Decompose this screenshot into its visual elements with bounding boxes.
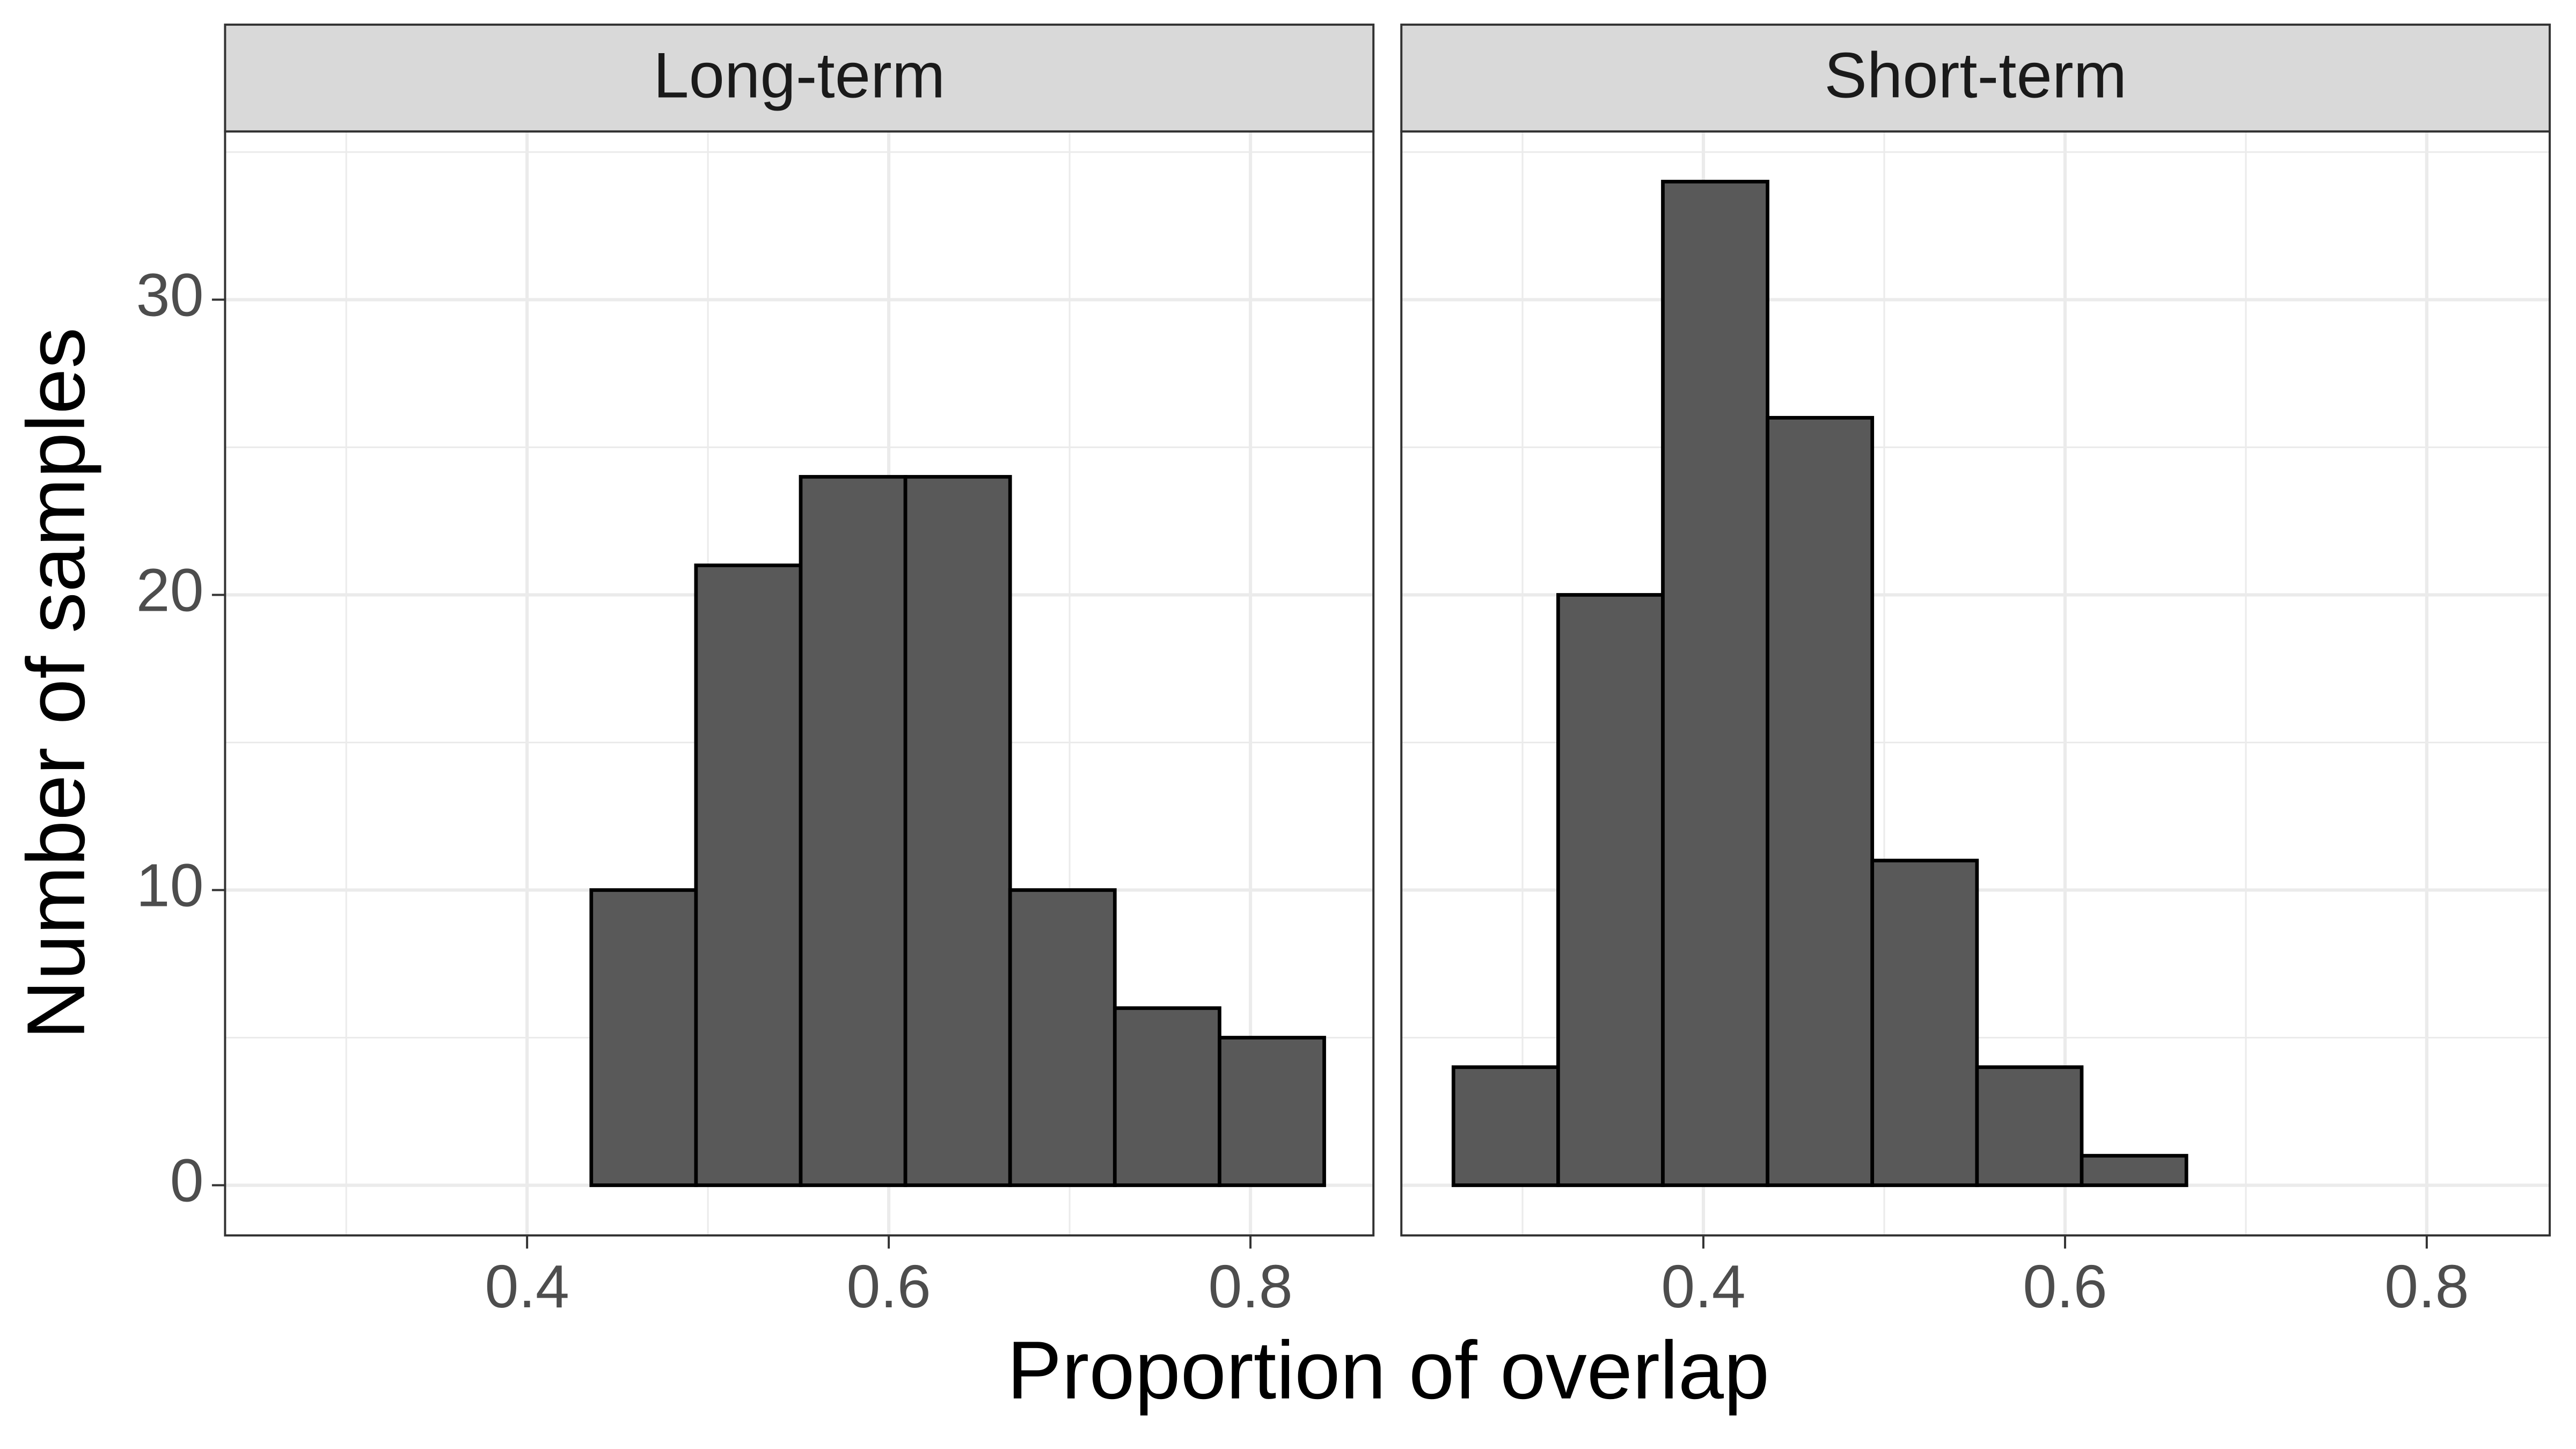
histogram-bar: [1870, 859, 1979, 1187]
facet-strip: [224, 23, 1375, 133]
histogram-bar: [694, 564, 803, 1187]
facet-title: Short-term: [1824, 40, 2127, 112]
x-axis-title: Proportion of overlap: [1007, 1324, 1769, 1416]
panel: Short-term 0.4 0.6 0.8: [1400, 23, 2551, 1321]
histogram-bar: [1975, 1065, 2084, 1187]
x-tick-label: 0.8: [1208, 1253, 1292, 1321]
x-tick-label: 0.6: [846, 1253, 931, 1321]
y-tick-label: 30: [136, 261, 204, 329]
histogram-bar: [799, 475, 908, 1187]
histogram-bar: [903, 475, 1012, 1187]
histogram-bar: [1661, 180, 1769, 1187]
histogram-bar: [1113, 1006, 1221, 1187]
histogram-bar: [1451, 1065, 1560, 1187]
facet-title: Long-term: [653, 40, 945, 112]
x-tick-label: 0.8: [2384, 1253, 2469, 1321]
y-tick-label: 0: [170, 1146, 204, 1214]
histogram-bar: [1218, 1036, 1326, 1187]
x-tick-label: 0.6: [2023, 1253, 2107, 1321]
facet-strip: [1400, 23, 2551, 133]
histogram-bar: [589, 888, 698, 1187]
panel: Long-term 0.4 0.6 0.8 0 10 20 30: [136, 23, 1375, 1321]
x-tick-label: 0.4: [1661, 1253, 1745, 1321]
y-tick-label: 10: [136, 851, 204, 919]
x-tick-label: 0.4: [485, 1253, 569, 1321]
histogram-bar: [1766, 416, 1875, 1187]
histogram-bar: [2080, 1154, 2189, 1187]
histogram-bar: [1556, 593, 1665, 1187]
y-axis-title: Number of samples: [10, 327, 102, 1040]
y-tick-label: 20: [136, 556, 204, 624]
histogram-bar: [1008, 888, 1117, 1187]
